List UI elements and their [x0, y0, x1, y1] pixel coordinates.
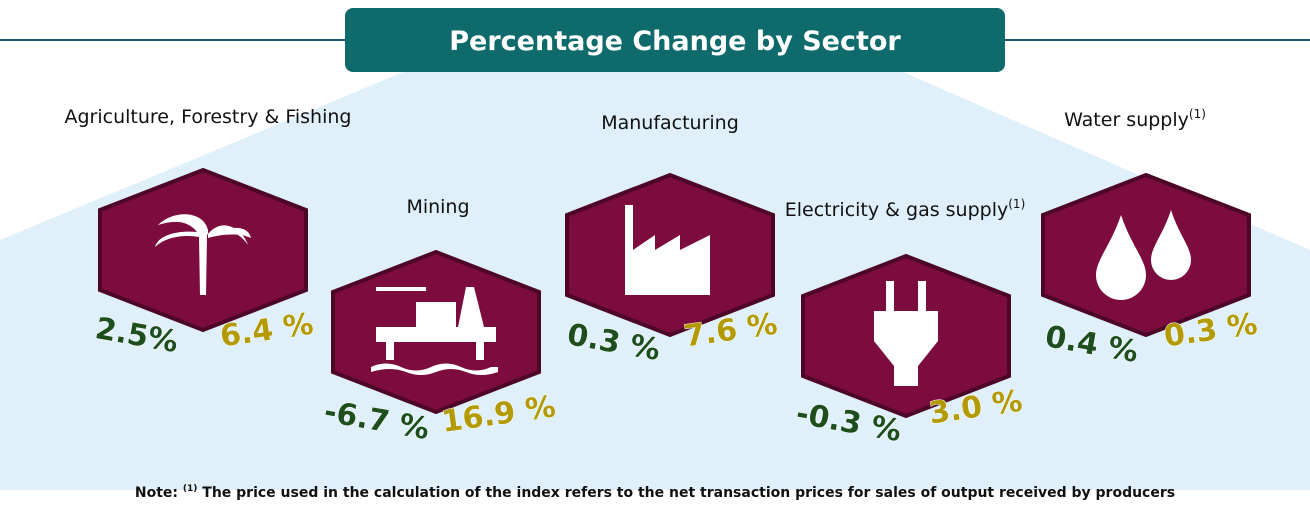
hexagon	[1041, 172, 1251, 338]
sector-note-mark: (1)	[1189, 107, 1206, 121]
sector-name: Manufacturing	[601, 112, 739, 134]
note-label: Note:	[135, 485, 178, 501]
sector-name: Mining	[406, 196, 469, 218]
sector-label: Agriculture, Forestry & Fishing	[65, 106, 352, 128]
sector-label: Mining	[406, 196, 469, 218]
note-text: The price used in the calculation of the…	[202, 485, 1175, 501]
sector-name: Water supply	[1064, 109, 1189, 131]
sector-icon	[625, 205, 710, 295]
title-box	[345, 8, 1005, 72]
sector-name: Electricity & gas supply	[785, 199, 1009, 221]
sector-note-mark: (1)	[1008, 197, 1025, 211]
sector-label: Water supply(1)	[1064, 107, 1206, 131]
sector-icon	[371, 287, 498, 375]
note: Note: (1) The price used in the calculat…	[135, 479, 1175, 501]
sector-icon	[1096, 210, 1191, 300]
sector-icon	[155, 214, 251, 295]
note-mark: (1)	[183, 484, 198, 494]
title: Percentage Change by Sector	[449, 26, 901, 57]
sector-label: Manufacturing	[601, 112, 739, 134]
sector-label: Electricity & gas supply(1)	[785, 197, 1026, 221]
sector-name: Agriculture, Forestry & Fishing	[65, 106, 352, 128]
sector-icon	[874, 281, 938, 386]
